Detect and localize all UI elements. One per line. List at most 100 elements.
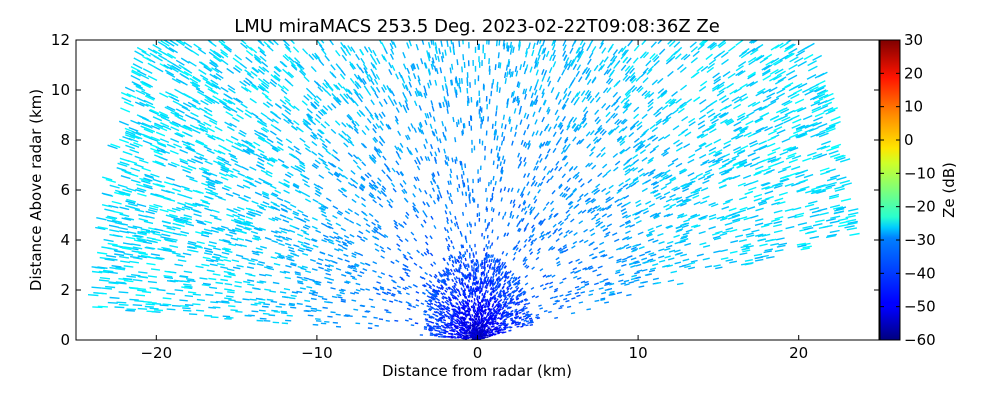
reflectivity-gate — [468, 317, 471, 321]
reflectivity-gate — [750, 40, 757, 44]
reflectivity-gate — [333, 236, 340, 240]
reflectivity-gate — [697, 43, 705, 51]
reflectivity-gate — [499, 264, 502, 269]
reflectivity-gate — [274, 252, 282, 256]
reflectivity-gate — [719, 169, 727, 175]
reflectivity-gate — [209, 172, 218, 177]
reflectivity-gate — [389, 198, 394, 203]
reflectivity-gate — [547, 126, 552, 132]
reflectivity-gate — [266, 265, 273, 269]
reflectivity-gate — [517, 289, 522, 293]
reflectivity-gate — [679, 238, 687, 242]
reflectivity-gate — [296, 302, 303, 305]
reflectivity-gate — [444, 289, 448, 293]
reflectivity-gate — [707, 41, 716, 49]
reflectivity-gate — [523, 298, 528, 301]
reflectivity-gate — [518, 309, 522, 312]
reflectivity-gate — [107, 271, 118, 274]
reflectivity-gate — [743, 182, 752, 187]
reflectivity-gate — [334, 84, 341, 91]
reflectivity-gate — [372, 49, 377, 57]
reflectivity-gate — [145, 230, 156, 234]
reflectivity-gate — [311, 131, 318, 137]
reflectivity-gate — [596, 137, 602, 143]
reflectivity-gate — [471, 323, 475, 327]
reflectivity-gate — [596, 273, 602, 277]
reflectivity-gate — [462, 40, 464, 45]
reflectivity-gate — [777, 76, 787, 83]
reflectivity-gate — [204, 98, 213, 105]
reflectivity-gate — [169, 213, 178, 218]
reflectivity-gate — [587, 207, 593, 212]
reflectivity-gate — [232, 66, 241, 74]
reflectivity-gate — [273, 70, 281, 77]
reflectivity-gate — [226, 208, 235, 212]
reflectivity-gate — [509, 41, 513, 49]
reflectivity-gate — [118, 303, 129, 306]
reflectivity-gate — [181, 286, 190, 289]
reflectivity-gate — [413, 184, 417, 190]
reflectivity-gate — [262, 181, 270, 186]
reflectivity-gate — [503, 43, 506, 50]
reflectivity-gate — [493, 309, 497, 313]
reflectivity-gate — [153, 309, 164, 312]
reflectivity-gate — [503, 232, 507, 237]
reflectivity-gate — [249, 81, 257, 88]
reflectivity-gate — [559, 124, 564, 130]
reflectivity-gate — [495, 105, 498, 111]
reflectivity-gate — [561, 69, 566, 76]
reflectivity-gate — [452, 272, 455, 276]
reflectivity-gate — [529, 313, 533, 316]
reflectivity-gate — [450, 318, 454, 322]
reflectivity-gate — [304, 147, 312, 153]
reflectivity-gate — [667, 70, 674, 77]
reflectivity-gate — [590, 146, 596, 152]
reflectivity-gate — [398, 71, 403, 78]
reflectivity-gate — [835, 154, 846, 160]
reflectivity-gate — [579, 193, 584, 199]
reflectivity-gate — [111, 265, 122, 268]
reflectivity-gate — [129, 148, 140, 154]
reflectivity-gate — [328, 238, 334, 243]
reflectivity-gate — [176, 223, 185, 228]
reflectivity-gate — [566, 213, 571, 218]
reflectivity-gate — [631, 274, 638, 278]
reflectivity-gate — [621, 49, 628, 56]
reflectivity-gate — [317, 295, 324, 298]
reflectivity-gate — [430, 100, 434, 106]
reflectivity-gate — [557, 220, 563, 225]
reflectivity-gate — [616, 202, 623, 207]
reflectivity-gate — [412, 73, 417, 80]
reflectivity-gate — [277, 83, 285, 90]
reflectivity-gate — [451, 278, 455, 283]
reflectivity-gate — [225, 138, 234, 144]
reflectivity-gate — [653, 214, 660, 219]
reflectivity-gate — [455, 310, 459, 314]
reflectivity-gate — [498, 326, 502, 329]
reflectivity-gate — [351, 120, 357, 127]
reflectivity-gate — [233, 218, 242, 223]
reflectivity-gate — [521, 308, 525, 311]
reflectivity-gate — [505, 314, 509, 318]
reflectivity-gate — [179, 149, 189, 154]
reflectivity-gate — [263, 303, 270, 306]
reflectivity-gate — [674, 261, 682, 265]
reflectivity-gate — [290, 263, 297, 267]
reflectivity-gate — [530, 286, 535, 290]
reflectivity-gate — [711, 118, 719, 125]
reflectivity-gate — [188, 203, 198, 207]
reflectivity-gate — [275, 136, 283, 142]
reflectivity-gate — [815, 219, 825, 223]
reflectivity-gate — [240, 86, 249, 92]
reflectivity-gate — [220, 278, 229, 282]
reflectivity-gate — [718, 165, 727, 170]
reflectivity-gate — [553, 228, 559, 233]
reflectivity-gate — [372, 58, 378, 65]
reflectivity-gate — [647, 65, 655, 72]
reflectivity-gate — [492, 314, 495, 317]
reflectivity-gate — [518, 228, 522, 233]
reflectivity-gate — [200, 199, 209, 204]
reflectivity-gate — [531, 266, 535, 270]
reflectivity-gate — [443, 227, 447, 231]
reflectivity-gate — [506, 290, 510, 294]
